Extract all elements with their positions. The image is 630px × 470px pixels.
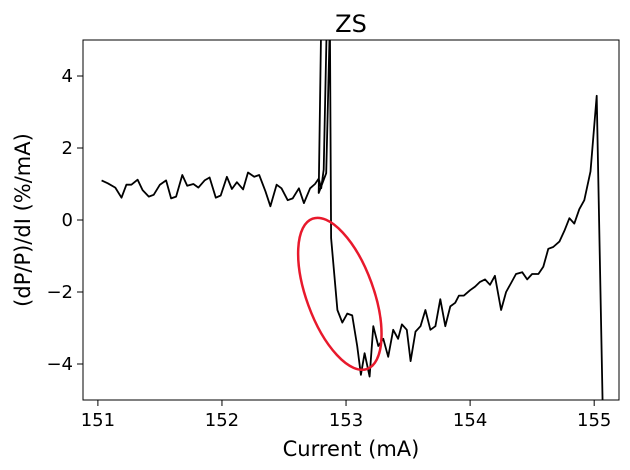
y-tick-label: 2 — [62, 138, 73, 159]
y-axis: −4 −2 0 2 4 — [46, 66, 83, 375]
x-tick-label: 151 — [81, 410, 115, 431]
annotation-layer — [296, 216, 383, 372]
highlight-ellipse — [296, 216, 383, 372]
y-tick-label: −2 — [46, 282, 73, 303]
y-tick-label: 4 — [62, 66, 73, 87]
x-tick-label: 153 — [329, 410, 363, 431]
chart-title: ZS — [335, 10, 367, 38]
x-tick-label: 152 — [205, 410, 239, 431]
y-tick-label: 0 — [62, 210, 73, 231]
series-layer — [101, 40, 604, 400]
y-tick-label: −4 — [46, 354, 73, 375]
x-tick-label: 155 — [577, 410, 611, 431]
series-line — [101, 40, 604, 400]
x-tick-label: 154 — [453, 410, 487, 431]
x-axis-label: Current (mA) — [283, 437, 420, 461]
x-axis: 151 152 153 154 155 — [81, 400, 611, 431]
y-axis-label: (dP/P)/dI (%/mA) — [11, 133, 35, 307]
